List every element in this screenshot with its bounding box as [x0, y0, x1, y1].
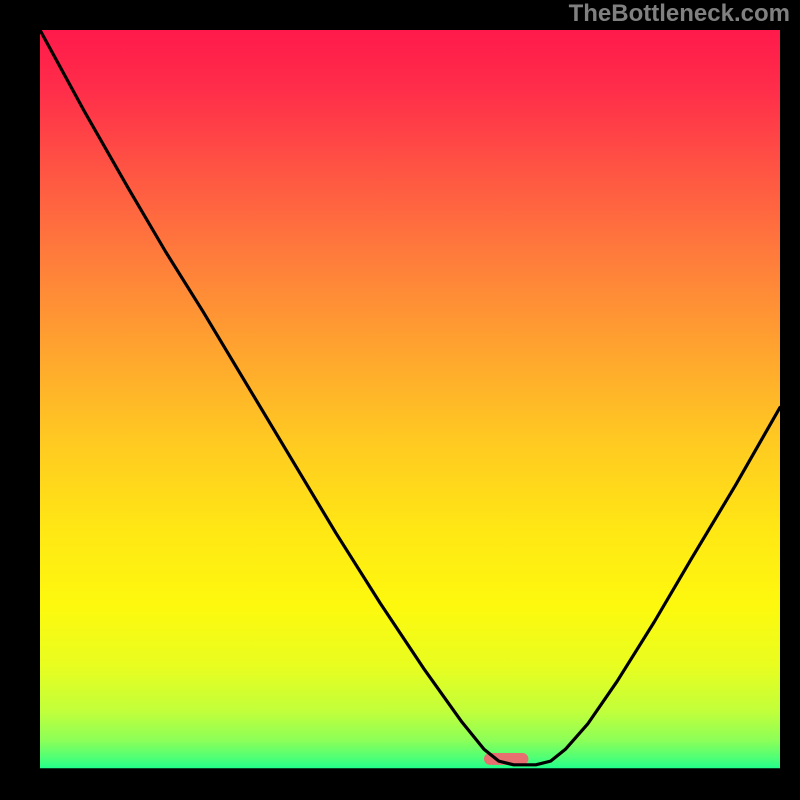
plot-area [40, 30, 780, 770]
gradient-background [40, 30, 780, 770]
chart-container: TheBottleneck.com [0, 0, 800, 800]
plot-svg [40, 30, 780, 770]
watermark-label: TheBottleneck.com [569, 0, 790, 28]
